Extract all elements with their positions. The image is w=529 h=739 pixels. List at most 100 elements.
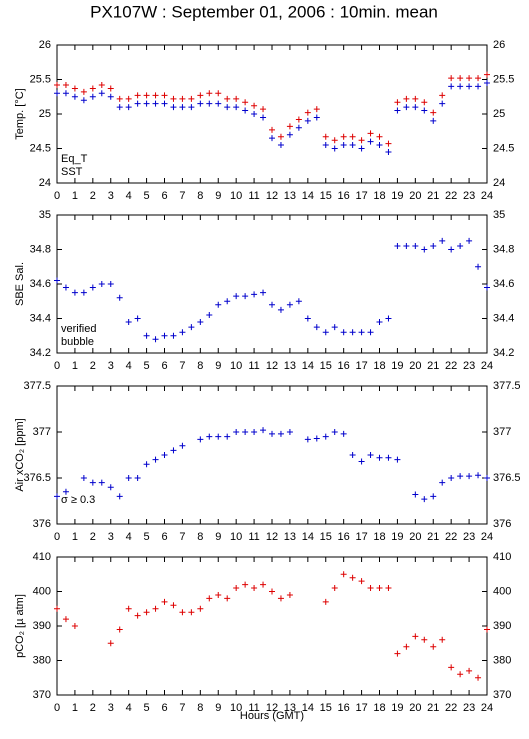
x-tick-label: 24 — [481, 190, 493, 202]
x-tick-label: 1 — [72, 190, 78, 202]
x-tick-label: 4 — [126, 190, 132, 202]
data-point — [98, 82, 105, 89]
data-point — [484, 79, 490, 86]
data-point — [331, 429, 338, 435]
x-tick-label: 20 — [409, 531, 421, 543]
data-point — [349, 133, 356, 140]
data-point — [457, 473, 464, 480]
x-tick-label: 19 — [391, 360, 403, 372]
x-tick-label: 23 — [463, 360, 475, 372]
x-tick-label: 0 — [54, 360, 60, 372]
data-point — [349, 452, 356, 458]
data-point — [206, 595, 213, 602]
data-point — [394, 650, 401, 657]
legend-entry: verified — [61, 323, 96, 335]
x-tick-label: 20 — [409, 702, 421, 714]
data-point — [170, 95, 177, 102]
y-axis-label: SBE Sal. — [14, 262, 26, 306]
data-point — [304, 109, 311, 116]
x-tick-label: 3 — [108, 360, 114, 372]
data-point — [116, 294, 123, 301]
data-point — [107, 85, 114, 92]
data-point — [233, 585, 240, 592]
data-point — [322, 133, 329, 140]
data-point — [304, 436, 311, 443]
x-tick-label: 11 — [248, 360, 259, 372]
x-tick-label: 1 — [72, 360, 78, 372]
x-tick-label: 21 — [427, 531, 439, 543]
data-point — [206, 433, 213, 440]
y-tick-label-right: 24.5 — [493, 142, 514, 154]
data-point — [188, 95, 195, 102]
x-tick-label: 2 — [90, 190, 96, 202]
x-tick-label: 16 — [338, 360, 350, 372]
data-point — [412, 95, 419, 102]
annotation: bubble — [61, 336, 94, 348]
data-point — [89, 284, 96, 291]
data-point — [54, 277, 60, 284]
data-point — [98, 281, 105, 287]
data-point — [161, 100, 168, 107]
x-tick-label: 16 — [338, 190, 350, 202]
data-point — [143, 461, 150, 468]
data-point — [179, 95, 186, 102]
data-point — [197, 436, 204, 443]
x-tick-label: 8 — [197, 702, 203, 714]
data-point — [197, 605, 204, 612]
y-tick-label-right: 400 — [493, 585, 511, 597]
x-tick-label: 2 — [90, 702, 96, 714]
x-tick-label: 18 — [373, 702, 385, 714]
data-point — [313, 114, 320, 121]
data-point — [233, 429, 240, 435]
x-tick-label: 18 — [373, 531, 385, 543]
data-point — [224, 95, 231, 102]
y-tick-label-right: 377 — [493, 426, 511, 438]
data-point — [448, 475, 455, 481]
data-point — [251, 111, 258, 117]
data-point — [143, 92, 150, 99]
data-point — [313, 106, 320, 113]
y-tick-label-right: 380 — [493, 654, 511, 666]
data-point — [206, 100, 213, 107]
data-point — [260, 581, 267, 588]
data-point — [179, 329, 186, 336]
data-point — [376, 585, 383, 592]
data-point — [331, 145, 338, 152]
data-point — [322, 598, 329, 605]
data-point — [134, 92, 141, 99]
data-point — [358, 329, 365, 336]
y-tick-label-right: 24 — [493, 177, 505, 189]
data-point — [116, 104, 123, 111]
x-tick-label: 18 — [373, 190, 385, 202]
data-point — [62, 82, 69, 89]
data-point — [188, 324, 195, 331]
data-point — [269, 588, 275, 595]
x-tick-label: 7 — [179, 702, 185, 714]
data-point — [134, 315, 141, 322]
data-point — [179, 104, 186, 111]
x-tick-label: 24 — [481, 702, 493, 714]
y-tick-label-right: 25 — [493, 108, 505, 120]
x-tick-label: 14 — [302, 702, 314, 714]
x-tick-label: 19 — [391, 190, 403, 202]
y-tick-label: 24 — [39, 177, 51, 189]
data-point — [80, 97, 87, 104]
x-tick-label: 6 — [161, 702, 167, 714]
x-tick-label: 15 — [320, 190, 332, 202]
data-point — [98, 479, 105, 486]
data-point — [80, 289, 87, 296]
data-point — [224, 298, 231, 305]
data-point — [71, 289, 78, 296]
data-point — [152, 100, 159, 107]
data-point — [251, 102, 258, 109]
data-point — [376, 318, 383, 325]
data-point — [430, 243, 437, 250]
data-point — [385, 585, 392, 592]
data-point — [367, 452, 374, 458]
data-point — [349, 142, 356, 149]
data-point — [125, 95, 132, 102]
x-tick-label: 20 — [409, 360, 421, 372]
data-point — [179, 609, 186, 616]
data-point — [286, 131, 293, 138]
data-point — [125, 475, 132, 481]
